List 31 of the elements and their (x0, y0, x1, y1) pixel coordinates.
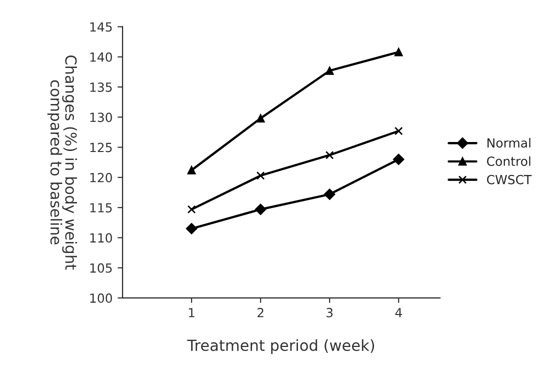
point (324, 188, 336, 200)
point (187, 166, 196, 174)
y-tick-label: 125 (90, 142, 112, 152)
y-tick-label: 135 (90, 82, 112, 92)
y-tick-label: 120 (90, 172, 112, 182)
point (187, 205, 196, 214)
x-tick-label: 1 (188, 308, 194, 318)
point (325, 66, 334, 75)
y-tick-label: 105 (90, 263, 112, 273)
y-tick-label: 100 (90, 293, 112, 303)
legend-label: CWSCT (486, 174, 532, 184)
x-tick-label: 3 (326, 308, 333, 318)
legend-label: Normal (488, 138, 530, 148)
point (394, 126, 403, 136)
y-tick-label: 115 (90, 203, 112, 212)
x-tick-label: 2 (258, 308, 264, 318)
point (254, 204, 266, 215)
point (256, 114, 265, 123)
y-tick-label: 145 (90, 22, 112, 32)
point (394, 48, 403, 56)
legend-label: Control (486, 156, 530, 166)
x-axis-title: Treatment period (week) (187, 339, 374, 354)
x-tick-label: 4 (395, 308, 402, 318)
point (256, 171, 265, 180)
y-axis-title: Changes (%) in body weight compared to baseline (47, 55, 78, 270)
point (325, 150, 334, 160)
y-tick-label: 110 (90, 233, 112, 243)
y-tick-label: 130 (90, 112, 112, 122)
point (393, 154, 404, 165)
y-tick-label: 140 (90, 52, 112, 62)
point (186, 223, 198, 234)
